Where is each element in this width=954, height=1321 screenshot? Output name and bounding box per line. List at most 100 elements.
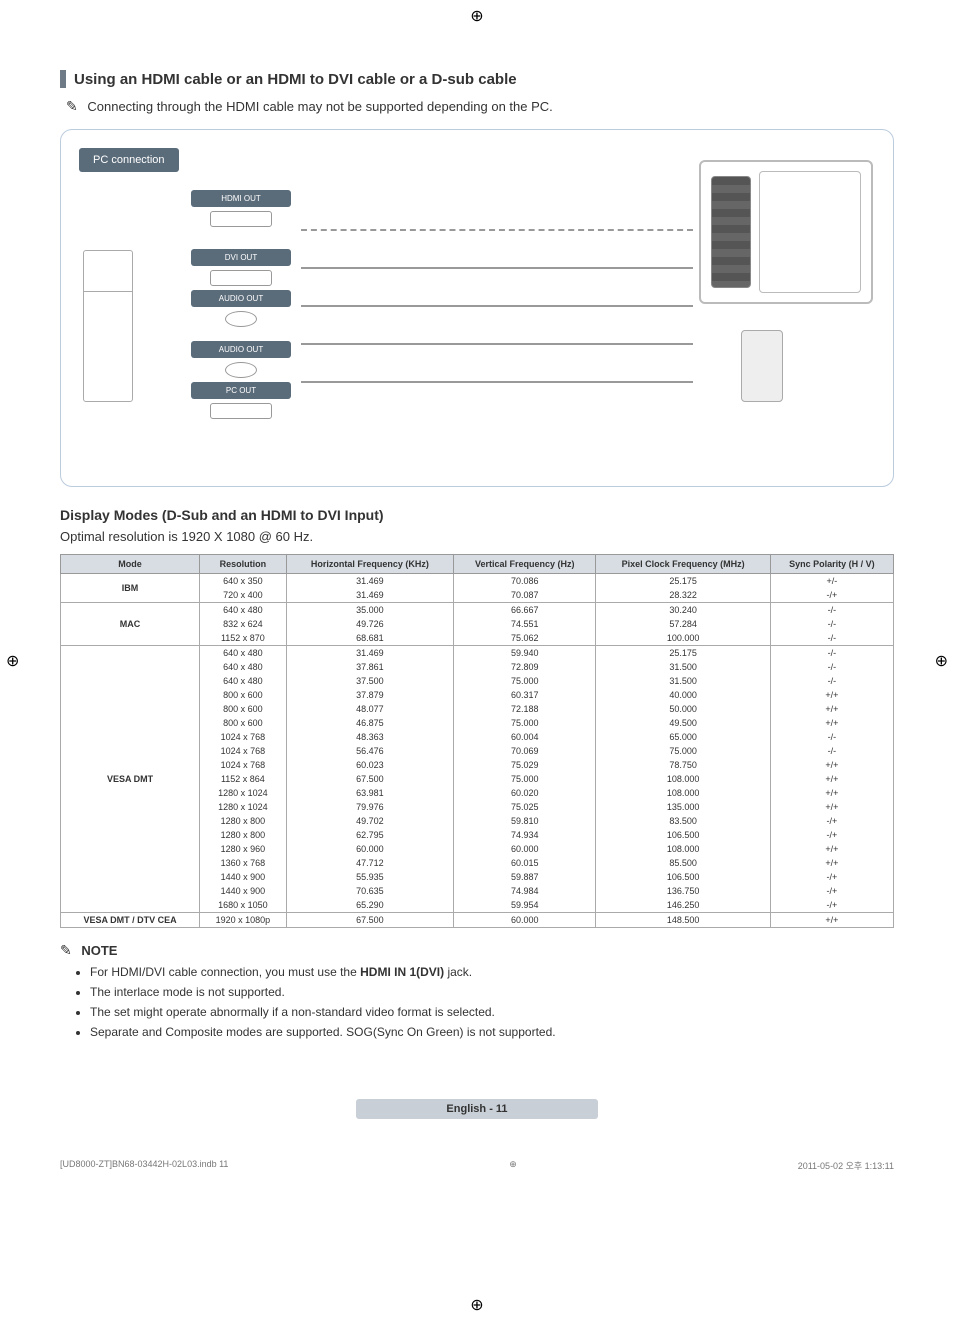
data-cell: 70.069 xyxy=(454,744,596,758)
data-cell: 72.809 xyxy=(454,660,596,674)
data-cell: 67.500 xyxy=(286,772,453,786)
data-cell: 108.000 xyxy=(596,842,770,856)
data-cell: 83.500 xyxy=(596,814,770,828)
data-cell: 35.000 xyxy=(286,603,453,618)
pc-connection-label: PC connection xyxy=(79,148,179,172)
data-cell: 49.726 xyxy=(286,617,453,631)
data-cell: 720 x 400 xyxy=(200,588,287,603)
print-right: 2011-05-02 오후 1:13:11 xyxy=(798,1159,894,1172)
data-cell: 31.469 xyxy=(286,574,453,589)
data-cell: 30.240 xyxy=(596,603,770,618)
data-cell: -/- xyxy=(770,617,893,631)
data-cell: 60.020 xyxy=(454,786,596,800)
data-cell: 28.322 xyxy=(596,588,770,603)
data-cell: 640 x 480 xyxy=(200,603,287,618)
connection-diagram: PC connection HDMI OUT DVI OUT AUDIO OUT… xyxy=(60,129,894,487)
data-cell: 640 x 480 xyxy=(200,660,287,674)
data-cell: 67.500 xyxy=(286,913,453,928)
data-cell: 640 x 480 xyxy=(200,674,287,688)
data-cell: +/+ xyxy=(770,913,893,928)
table-row: MAC640 x 48035.00066.66730.240-/- xyxy=(61,603,894,618)
data-cell: -/- xyxy=(770,674,893,688)
port-pc-out: PC OUT xyxy=(191,382,291,399)
data-cell: 37.861 xyxy=(286,660,453,674)
col-sync: Sync Polarity (H / V) xyxy=(770,555,893,574)
data-cell: 66.667 xyxy=(454,603,596,618)
data-cell: 25.175 xyxy=(596,646,770,661)
data-cell: 60.015 xyxy=(454,856,596,870)
notes-list: For HDMI/DVI cable connection, you must … xyxy=(90,965,894,1039)
data-cell: 70.635 xyxy=(286,884,453,898)
data-cell: +/- xyxy=(770,574,893,589)
data-cell: -/+ xyxy=(770,828,893,842)
crop-mark-footer: ⊕ xyxy=(509,1159,517,1172)
top-note-text: Connecting through the HDMI cable may no… xyxy=(87,99,552,114)
top-note: ✎ Connecting through the HDMI cable may … xyxy=(66,98,894,115)
data-cell: 640 x 480 xyxy=(200,646,287,661)
data-cell: 60.023 xyxy=(286,758,453,772)
port-column: HDMI OUT DVI OUT AUDIO OUT AUDIO OUT PC … xyxy=(191,190,291,423)
data-cell: -/- xyxy=(770,631,893,646)
data-cell: 48.363 xyxy=(286,730,453,744)
data-cell: +/+ xyxy=(770,688,893,702)
table-header-row: Mode Resolution Horizontal Frequency (KH… xyxy=(61,555,894,574)
data-cell: 72.188 xyxy=(454,702,596,716)
data-cell: 65.290 xyxy=(286,898,453,913)
data-cell: 60.004 xyxy=(454,730,596,744)
data-cell: 1440 x 900 xyxy=(200,870,287,884)
data-cell: 31.500 xyxy=(596,660,770,674)
display-modes-table: Mode Resolution Horizontal Frequency (KH… xyxy=(60,554,894,928)
page-footer: English - 11 xyxy=(60,1099,894,1119)
subsection-title: Display Modes (D-Sub and an HDMI to DVI … xyxy=(60,507,894,523)
table-row: VESA DMT640 x 48031.46959.94025.175-/- xyxy=(61,646,894,661)
data-cell: 1024 x 768 xyxy=(200,744,287,758)
data-cell: -/- xyxy=(770,660,893,674)
data-cell: 60.000 xyxy=(286,842,453,856)
print-left: [UD8000-ZT]BN68-03442H-02L03.indb 11 xyxy=(60,1159,228,1172)
data-cell: -/- xyxy=(770,730,893,744)
data-cell: 1024 x 768 xyxy=(200,758,287,772)
data-cell: +/+ xyxy=(770,856,893,870)
note-icon-2: ✎ xyxy=(60,942,72,958)
data-cell: 78.750 xyxy=(596,758,770,772)
data-cell: 800 x 600 xyxy=(200,702,287,716)
cable-lines xyxy=(301,195,693,446)
note-block: ✎ NOTE For HDMI/DVI cable connection, yo… xyxy=(60,942,894,1039)
data-cell: 1920 x 1080p xyxy=(200,913,287,928)
data-cell: 74.551 xyxy=(454,617,596,631)
data-cell: 75.000 xyxy=(454,772,596,786)
mode-cell: VESA DMT / DTV CEA xyxy=(61,913,200,928)
data-cell: +/+ xyxy=(770,786,893,800)
port-audio-out-1: AUDIO OUT xyxy=(191,290,291,307)
data-cell: 57.284 xyxy=(596,617,770,631)
data-cell: +/+ xyxy=(770,772,893,786)
data-cell: 56.476 xyxy=(286,744,453,758)
optimal-resolution: Optimal resolution is 1920 X 1080 @ 60 H… xyxy=(60,529,894,544)
data-cell: 108.000 xyxy=(596,786,770,800)
data-cell: 49.702 xyxy=(286,814,453,828)
table-row: IBM640 x 35031.46970.08625.175+/- xyxy=(61,574,894,589)
data-cell: 800 x 600 xyxy=(200,688,287,702)
data-cell: 1280 x 800 xyxy=(200,814,287,828)
mode-cell: MAC xyxy=(61,603,200,646)
data-cell: 55.935 xyxy=(286,870,453,884)
data-cell: +/+ xyxy=(770,842,893,856)
data-cell: 1280 x 1024 xyxy=(200,786,287,800)
data-cell: 31.500 xyxy=(596,674,770,688)
note-heading: NOTE xyxy=(81,943,117,958)
col-mode: Mode xyxy=(61,555,200,574)
print-footer: [UD8000-ZT]BN68-03442H-02L03.indb 11 ⊕ 2… xyxy=(60,1159,894,1172)
note-icon: ✎ xyxy=(66,98,78,114)
data-cell: 47.712 xyxy=(286,856,453,870)
col-resolution: Resolution xyxy=(200,555,287,574)
col-vfreq: Vertical Frequency (Hz) xyxy=(454,555,596,574)
data-cell: -/+ xyxy=(770,814,893,828)
note-item: Separate and Composite modes are support… xyxy=(90,1025,894,1039)
section-bar xyxy=(60,70,66,88)
tv-icon xyxy=(699,160,873,304)
data-cell: 62.795 xyxy=(286,828,453,842)
data-cell: 60.000 xyxy=(454,913,596,928)
data-cell: 1152 x 870 xyxy=(200,631,287,646)
crop-mark-top: ⊕ xyxy=(470,6,483,26)
data-cell: 65.000 xyxy=(596,730,770,744)
